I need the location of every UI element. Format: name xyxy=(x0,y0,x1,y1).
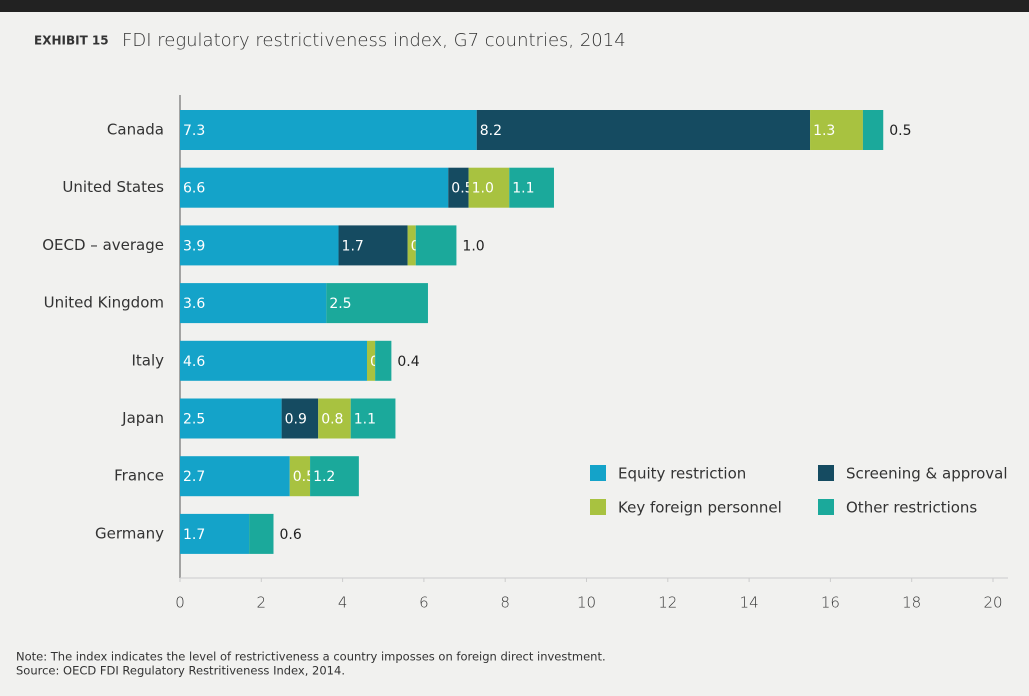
legend-swatch xyxy=(818,499,834,515)
note: Note: The index indicates the level of r… xyxy=(16,650,606,664)
x-tick-label: 4 xyxy=(338,594,348,612)
x-tick-label: 14 xyxy=(740,594,759,612)
x-tick-label: 16 xyxy=(821,594,840,612)
y-tick-label: France xyxy=(114,467,164,485)
data-label: 0.6 xyxy=(279,527,301,543)
x-tick-label: 2 xyxy=(257,594,267,612)
bar-segment xyxy=(180,225,339,266)
bar-segment xyxy=(810,110,863,150)
exhibit-label: EXHIBIT 15 xyxy=(34,34,109,48)
legend-swatch xyxy=(590,499,606,515)
y-tick-label: Germany xyxy=(95,524,164,542)
note: Source: OECD FDI Regulatory Restritivene… xyxy=(16,664,345,678)
bar-segment xyxy=(249,513,274,554)
data-label: 1.7 xyxy=(342,238,364,254)
data-label: 8.2 xyxy=(480,123,502,139)
data-label: 3.6 xyxy=(183,296,205,312)
data-label: 0.4 xyxy=(397,354,419,370)
data-label: 0.5 xyxy=(293,469,315,485)
data-label: 1.1 xyxy=(354,412,376,428)
legend-swatch xyxy=(818,465,834,481)
data-label: 0.8 xyxy=(321,412,343,428)
data-label: 3.9 xyxy=(183,238,205,254)
x-tick-label: 6 xyxy=(419,594,429,612)
x-tick-label: 10 xyxy=(577,594,596,612)
legend-label: Other restrictions xyxy=(846,499,977,517)
legend-swatch xyxy=(590,465,606,481)
legend-label: Screening & approval xyxy=(846,465,1007,483)
data-label: 2.5 xyxy=(329,296,351,312)
data-label: 2.5 xyxy=(183,412,205,428)
bar-segment xyxy=(350,398,396,439)
data-label: 1.3 xyxy=(813,123,835,139)
y-tick-label: Japan xyxy=(121,409,164,427)
bar-segment xyxy=(476,110,811,150)
bar-segment xyxy=(310,456,359,497)
bar-segment xyxy=(180,283,327,324)
y-tick-label: Italy xyxy=(131,351,164,369)
bar-segment xyxy=(448,167,469,208)
bar-segment xyxy=(281,398,319,439)
bar-segment xyxy=(407,225,416,266)
bar-segment xyxy=(366,340,376,381)
y-tick-label: Canada xyxy=(107,121,164,139)
data-label: 2.7 xyxy=(183,469,205,485)
bar-segment xyxy=(180,340,367,381)
x-tick-label: 8 xyxy=(500,594,510,612)
bar-segment xyxy=(318,398,351,439)
legend-label: Equity restriction xyxy=(618,465,746,483)
bar-segment xyxy=(180,398,282,439)
data-label: 0.5 xyxy=(451,181,473,197)
data-label: 6.6 xyxy=(183,181,205,197)
data-label: 0.5 xyxy=(889,123,911,139)
bar-segment xyxy=(509,167,554,208)
data-label: 1.0 xyxy=(472,181,494,197)
bar-segment xyxy=(180,110,477,150)
x-tick-label: 18 xyxy=(902,594,921,612)
data-label: 1.0 xyxy=(462,238,484,254)
chart-title: FDI regulatory restrictiveness index, G7… xyxy=(122,30,626,51)
bar-segment xyxy=(289,456,311,497)
data-label: 1.2 xyxy=(313,469,335,485)
bar-segment xyxy=(415,225,457,266)
bar-segment xyxy=(338,225,408,266)
x-tick-label: 12 xyxy=(658,594,677,612)
data-label: 0.9 xyxy=(285,412,307,428)
legend-label: Key foreign personnel xyxy=(618,499,782,517)
bar-segment xyxy=(375,340,392,381)
y-tick-label: OECD – average xyxy=(42,236,164,254)
top-bar xyxy=(0,0,1029,12)
bar-segment xyxy=(326,283,428,324)
y-tick-label: United Kingdom xyxy=(44,294,164,312)
bar-segment xyxy=(180,513,250,554)
data-label: 1.7 xyxy=(183,527,205,543)
bar-segment xyxy=(468,167,510,208)
bar-segment xyxy=(862,110,884,150)
bar-segment xyxy=(180,167,449,208)
bar-segment xyxy=(180,456,290,497)
data-label: 7.3 xyxy=(183,123,205,139)
data-label: 1.1 xyxy=(512,181,534,197)
x-tick-label: 0 xyxy=(175,594,185,612)
data-label: 4.6 xyxy=(183,354,205,370)
y-tick-label: United States xyxy=(62,178,164,196)
x-tick-label: 20 xyxy=(983,594,1002,612)
